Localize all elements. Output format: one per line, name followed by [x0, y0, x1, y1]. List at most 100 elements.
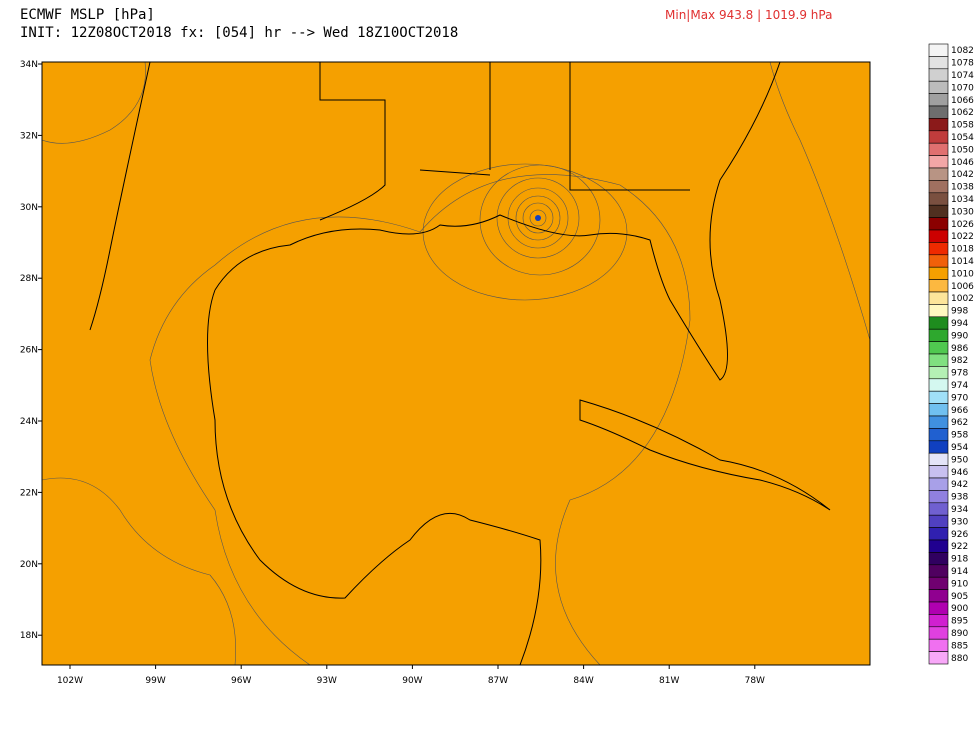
storm-center: [535, 215, 541, 221]
legend-label: 1070: [951, 83, 974, 93]
legend-swatch: [928, 155, 949, 169]
legend-swatch: [928, 254, 949, 268]
legend-swatch: [928, 502, 949, 516]
legend-label: 1006: [951, 282, 974, 292]
legend-swatch: [928, 477, 949, 491]
legend-swatch: [928, 415, 949, 429]
legend-swatch: [928, 366, 949, 380]
title: ECMWF MSLP [hPa]: [20, 7, 155, 23]
lon-label: 90W: [402, 676, 422, 686]
legend-swatch: [928, 192, 949, 206]
map: [41, 61, 871, 666]
legend-swatch: [928, 316, 949, 330]
legend-label: 1078: [951, 59, 974, 69]
legend-label: 958: [951, 431, 968, 441]
legend-swatch: [928, 527, 949, 541]
high-region: [42, 477, 236, 665]
legend-label: 950: [951, 455, 968, 465]
legend-label: 1050: [951, 145, 974, 155]
legend-swatch: [928, 440, 949, 454]
legend-swatch: [928, 242, 949, 256]
legend-label: 990: [951, 331, 968, 341]
legend-label: 1018: [951, 245, 974, 255]
legend-label: 885: [951, 641, 968, 651]
lat-label: 30N: [20, 203, 38, 213]
legend-label: 998: [951, 307, 968, 317]
legend-swatch: [928, 403, 949, 417]
lat-label: 26N: [20, 346, 38, 356]
lat-label: 32N: [20, 131, 38, 141]
legend-swatch: [928, 601, 949, 615]
legend-swatch: [928, 93, 949, 107]
legend-label: 890: [951, 629, 968, 639]
legend-swatch: [928, 564, 949, 578]
lon-label: 93W: [317, 676, 337, 686]
map-background: [42, 62, 870, 665]
legend-swatch: [928, 266, 949, 280]
legend-label: 994: [951, 319, 968, 329]
lon-label: 87W: [488, 676, 508, 686]
coastline: [214, 62, 781, 381]
pressure-ring: [522, 202, 554, 234]
legend-label: 962: [951, 418, 968, 428]
pressure-ring: [479, 164, 601, 276]
legend-label: 914: [951, 567, 968, 577]
legend-label: 900: [951, 604, 968, 614]
lon-label: 96W: [231, 676, 251, 686]
border: [319, 62, 690, 221]
legend-label: 954: [951, 443, 968, 453]
legend-swatch: [928, 167, 949, 181]
legend-label: 966: [951, 406, 968, 416]
legend-swatch: [928, 514, 949, 528]
coastline: [89, 62, 151, 331]
legend-label: 1014: [951, 257, 974, 267]
legend-swatch: [928, 465, 949, 479]
lat-label: 22N: [20, 488, 38, 498]
legend-swatch: [928, 105, 949, 119]
legend-label: 880: [951, 654, 968, 664]
pressure-ring: [422, 163, 628, 301]
init-line: INIT: 12Z08OCT2018 fx: [054] hr --> Wed …: [20, 25, 458, 41]
legend-swatch: [928, 217, 949, 231]
legend-label: 970: [951, 393, 968, 403]
legend-label: 1066: [951, 96, 974, 106]
legend-swatch: [928, 651, 949, 665]
legend-label: 1074: [951, 71, 974, 81]
lat-label: 28N: [20, 274, 38, 284]
legend-label: 926: [951, 530, 968, 540]
legend-swatch: [928, 390, 949, 404]
legend-label: 910: [951, 579, 968, 589]
lat-label: 20N: [20, 560, 38, 570]
legend-label: 1034: [951, 195, 974, 205]
legend-swatch: [928, 353, 949, 367]
legend-label: 930: [951, 517, 968, 527]
lon-label: 84W: [573, 676, 593, 686]
legend-label: 986: [951, 344, 968, 354]
gulf-region: [149, 174, 691, 665]
legend-swatch: [928, 341, 949, 355]
legend-label: 942: [951, 480, 968, 490]
legend-label: 978: [951, 369, 968, 379]
coastline: [207, 289, 542, 665]
lon-label: 99W: [145, 676, 165, 686]
legend-label: 895: [951, 617, 968, 627]
pressure-ring: [496, 177, 580, 259]
legend-label: 905: [951, 592, 968, 602]
legend-swatch: [928, 142, 949, 156]
legend-swatch: [928, 576, 949, 590]
legend-swatch: [928, 68, 949, 82]
coastline: [579, 399, 831, 511]
legend-swatch: [928, 180, 949, 194]
high-region: [769, 62, 870, 341]
legend-swatch: [928, 589, 949, 603]
lon-label: 78W: [745, 676, 765, 686]
lat-label: 24N: [20, 417, 38, 427]
legend-label: 974: [951, 381, 968, 391]
legend-swatch: [928, 328, 949, 342]
legend-label: 1022: [951, 232, 974, 242]
legend-label: 1082: [951, 46, 974, 56]
legend-swatch: [928, 118, 949, 132]
lat-label: 34N: [20, 60, 38, 70]
legend-label: 1038: [951, 183, 974, 193]
lon-label: 102W: [57, 676, 83, 686]
